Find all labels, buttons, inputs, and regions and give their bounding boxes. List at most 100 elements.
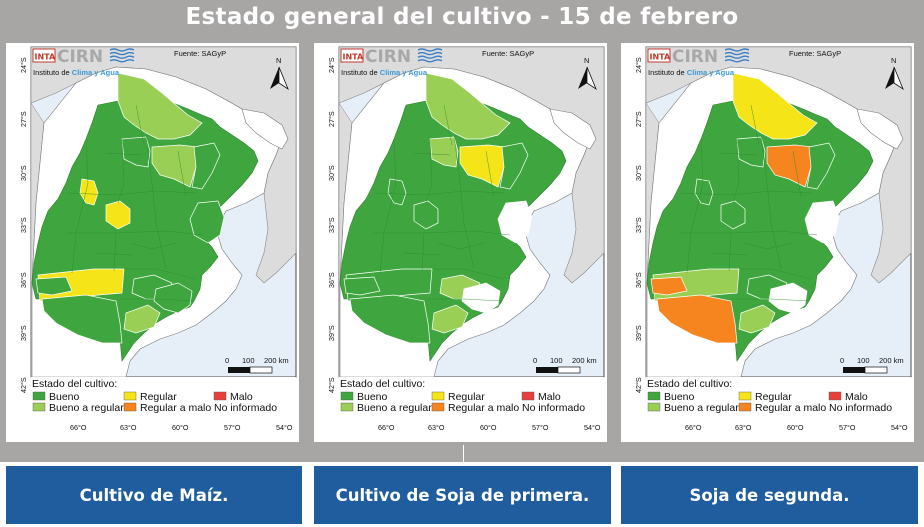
wave-icon	[109, 59, 135, 63]
department-boundary	[792, 150, 802, 198]
department-boundary	[105, 152, 143, 156]
scale-label: 100	[857, 356, 870, 365]
north-label: N	[891, 56, 896, 65]
department-boundary	[379, 138, 397, 274]
institute-text: Instituto de Clima y Agua	[33, 68, 120, 77]
wave-icon	[109, 51, 135, 56]
department-boundary	[744, 242, 792, 250]
legend-label: Bueno a regular	[49, 402, 124, 414]
lat-label: 33°S	[19, 217, 28, 233]
department-boundary	[463, 222, 475, 270]
legend-label: Malo	[845, 391, 868, 403]
north-label: N	[276, 56, 281, 65]
lat-label: 24°S	[19, 57, 28, 73]
cirn-logo-text: CIRN	[365, 47, 411, 67]
legend: Estado del cultivo:Bueno Regular Malo Bueno…	[339, 377, 604, 417]
legend-label: Bueno	[664, 391, 695, 403]
north-arrow-icon: N	[578, 56, 597, 91]
region-santafe-north	[191, 142, 221, 190]
legend-label: Bueno	[357, 391, 388, 403]
scale-label: 200 km	[879, 356, 904, 365]
department-boundary	[71, 138, 89, 274]
department-boundary	[124, 268, 197, 280]
north-arrow-icon: N	[885, 56, 904, 91]
scale-label: 200 km	[572, 356, 597, 365]
institute-highlight: Clima y Agua	[72, 68, 120, 77]
region-la-pampa-west	[343, 276, 381, 296]
lon-label: 54°O	[584, 423, 601, 432]
misiones-land	[856, 108, 904, 150]
map-panel-soja-segunda: INTA CIRN Instituto de Clima y Agua Fuente:…	[621, 43, 914, 442]
region-entre-rios	[189, 200, 225, 244]
department-boundary	[421, 232, 425, 272]
legend-swatch	[647, 402, 661, 412]
legend-swatch	[521, 402, 535, 412]
department-boundary	[373, 190, 505, 196]
lat-label: 42°S	[327, 377, 336, 393]
lat-label: 30°S	[327, 165, 336, 181]
department-boundary	[432, 268, 505, 280]
legend-swatch	[647, 391, 661, 401]
source-text: Fuente: SAGyP	[174, 49, 226, 58]
wave-icon	[417, 48, 443, 52]
department-boundary	[681, 230, 818, 236]
department-boundary	[720, 152, 758, 156]
lat-label: 36°S	[634, 272, 643, 288]
wave-icon	[417, 55, 443, 59]
scale-label: 0	[225, 356, 229, 365]
department-boundary	[129, 242, 177, 250]
lat-label: 27°S	[634, 111, 643, 127]
region-chaco-center	[151, 144, 199, 188]
institute-highlight: Clima y Agua	[380, 68, 428, 77]
wave-icon	[724, 48, 750, 52]
region-ba-small	[738, 304, 776, 334]
lon-label: 66°O	[685, 423, 702, 432]
legend-swatch	[738, 391, 752, 401]
legend-swatch	[828, 391, 842, 401]
region-cordoba-north-b	[413, 200, 439, 230]
lat-label: 33°S	[634, 217, 643, 233]
legend-swatch	[32, 402, 46, 412]
department-boundary	[95, 252, 133, 256]
legend-swatch	[738, 402, 752, 412]
caption-maiz: Cultivo de Maíz.	[6, 466, 302, 524]
legend-label: Regular	[755, 391, 792, 403]
lon-label: 57°O	[839, 423, 856, 432]
legend-label: Regular a malo	[448, 402, 519, 414]
institute-prefix: Instituto de	[33, 68, 72, 77]
lat-label: 27°S	[327, 111, 336, 127]
legend-label: No informado	[214, 402, 277, 414]
legend-label: Regular a malo	[140, 402, 211, 414]
lat-label: 39°S	[634, 325, 643, 341]
department-boundary	[66, 230, 203, 236]
legend-label: No informado	[829, 402, 892, 414]
region-ba-southeast	[768, 282, 808, 314]
department-boundary	[453, 134, 465, 224]
lon-label: 66°O	[70, 423, 87, 432]
lat-label: 39°S	[327, 325, 336, 341]
lat-label: 39°S	[19, 325, 28, 341]
legend-swatch	[431, 402, 445, 412]
inta-logo-box	[32, 48, 56, 63]
region-chaco-north	[117, 72, 203, 140]
department-boundary	[425, 138, 433, 204]
legend-swatch	[123, 391, 137, 401]
department-boundary	[485, 150, 495, 198]
source-text: Fuente: SAGyP	[482, 49, 534, 58]
scale-label: 200 km	[264, 356, 289, 365]
region-chaco-north	[425, 72, 511, 140]
north-arrow-icon: N	[270, 56, 289, 91]
lat-label: 27°S	[19, 111, 28, 127]
department-boundary	[680, 190, 812, 196]
region-ba-small	[431, 304, 469, 334]
region-ba-small	[123, 304, 161, 334]
legend-label: Regular	[140, 391, 177, 403]
scale-bar: 0 100 200 km	[225, 356, 289, 374]
north-label: N	[584, 56, 589, 65]
lon-label: 63°O	[120, 423, 137, 432]
lat-label: 30°S	[19, 165, 28, 181]
scale-label: 0	[533, 356, 537, 365]
misiones-land	[549, 108, 597, 150]
